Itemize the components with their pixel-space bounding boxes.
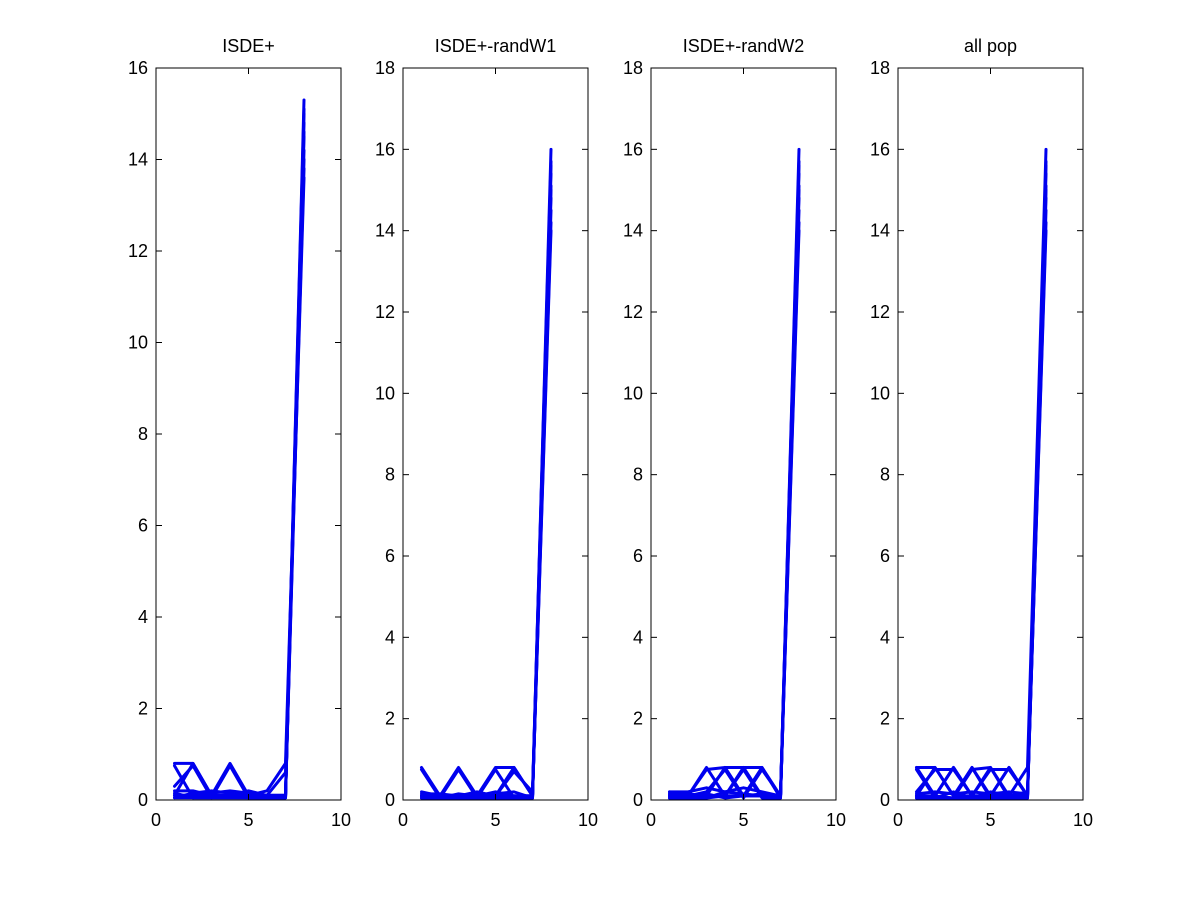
- y-tick-label: 18: [375, 58, 395, 78]
- x-tick-label: 10: [578, 810, 598, 830]
- y-tick-label: 4: [633, 627, 643, 647]
- subplot-title: all pop: [964, 36, 1017, 56]
- y-tick-label: 6: [880, 546, 890, 566]
- series-group: [420, 147, 553, 800]
- subplot-2: 0 2 4 6 8 10 12 14 16 18 0 5 10 ISDE+-randW1: [375, 36, 598, 830]
- series-group: [668, 147, 801, 800]
- plot-area: [898, 68, 1083, 800]
- y-tick-label: 12: [870, 302, 890, 322]
- series-line-10: [915, 229, 1048, 800]
- series-line-10: [173, 107, 306, 800]
- series-line-10: [668, 229, 801, 800]
- series-group: [173, 98, 306, 800]
- y-tick-label: 12: [128, 241, 148, 261]
- y-tick-label: 16: [870, 139, 890, 159]
- series-line-10: [420, 229, 553, 800]
- y-tick-label: 16: [128, 58, 148, 78]
- y-tick-label: 6: [385, 546, 395, 566]
- y-tick-label: 2: [385, 709, 395, 729]
- plot-area: [156, 68, 341, 800]
- x-tick-label: 5: [490, 810, 500, 830]
- subplot-title: ISDE+-randW2: [683, 36, 805, 56]
- y-tick-label: 10: [128, 333, 148, 353]
- plot-area: [651, 68, 836, 800]
- plot-area: [403, 68, 588, 800]
- y-tick-label: 8: [385, 465, 395, 485]
- y-tick-label: 14: [375, 221, 395, 241]
- x-tick-label: 5: [985, 810, 995, 830]
- y-tick-label: 6: [138, 516, 148, 536]
- y-tick-label: 18: [623, 58, 643, 78]
- y-tick-label: 10: [375, 383, 395, 403]
- series-group: [915, 147, 1048, 800]
- x-tick-label: 10: [826, 810, 846, 830]
- y-tick-label: 0: [385, 790, 395, 810]
- y-tick-label: 18: [870, 58, 890, 78]
- y-tick-label: 0: [633, 790, 643, 810]
- y-tick-label: 16: [375, 139, 395, 159]
- y-tick-label: 4: [138, 607, 148, 627]
- y-tick-label: 4: [385, 627, 395, 647]
- subplot-1: 0 2 4 6 8 10 12 14 16 0 5 10 ISDE+: [128, 36, 351, 830]
- y-tick-label: 0: [880, 790, 890, 810]
- y-tick-label: 16: [623, 139, 643, 159]
- y-tick-label: 2: [138, 699, 148, 719]
- y-tick-label: 8: [880, 465, 890, 485]
- y-tick-label: 2: [880, 709, 890, 729]
- y-tick-label: 2: [633, 709, 643, 729]
- y-tick-label: 12: [375, 302, 395, 322]
- y-tick-label: 12: [623, 302, 643, 322]
- x-tick-label: 10: [1073, 810, 1093, 830]
- x-tick-label: 0: [398, 810, 408, 830]
- x-tick-label: 5: [243, 810, 253, 830]
- y-tick-label: 10: [623, 383, 643, 403]
- y-tick-label: 10: [870, 383, 890, 403]
- y-tick-label: 14: [870, 221, 890, 241]
- y-tick-label: 6: [633, 546, 643, 566]
- subplot-3: 0 2 4 6 8 10 12 14 16 18 0 5 10 ISDE+-randW2: [623, 36, 846, 830]
- y-tick-label: 4: [880, 627, 890, 647]
- y-tick-label: 14: [623, 221, 643, 241]
- y-tick-label: 8: [633, 465, 643, 485]
- x-tick-label: 0: [646, 810, 656, 830]
- x-tick-label: 10: [331, 810, 351, 830]
- y-tick-label: 14: [128, 150, 148, 170]
- x-tick-label: 0: [151, 810, 161, 830]
- y-tick-label: 8: [138, 424, 148, 444]
- y-tick-label: 0: [138, 790, 148, 810]
- subplot-title: ISDE+: [222, 36, 275, 56]
- subplot-title: ISDE+-randW1: [435, 36, 557, 56]
- x-tick-label: 5: [738, 810, 748, 830]
- subplot-panels: 0 2 4 6 8 10 12 14 16 0 5 10 ISDE+ 0 2 4 6 8 10 12 14 16 18 0 5 1…: [128, 36, 1093, 830]
- subplot-4: 0 2 4 6 8 10 12 14 16 18 0 5 10 all pop: [870, 36, 1093, 830]
- x-tick-label: 0: [893, 810, 903, 830]
